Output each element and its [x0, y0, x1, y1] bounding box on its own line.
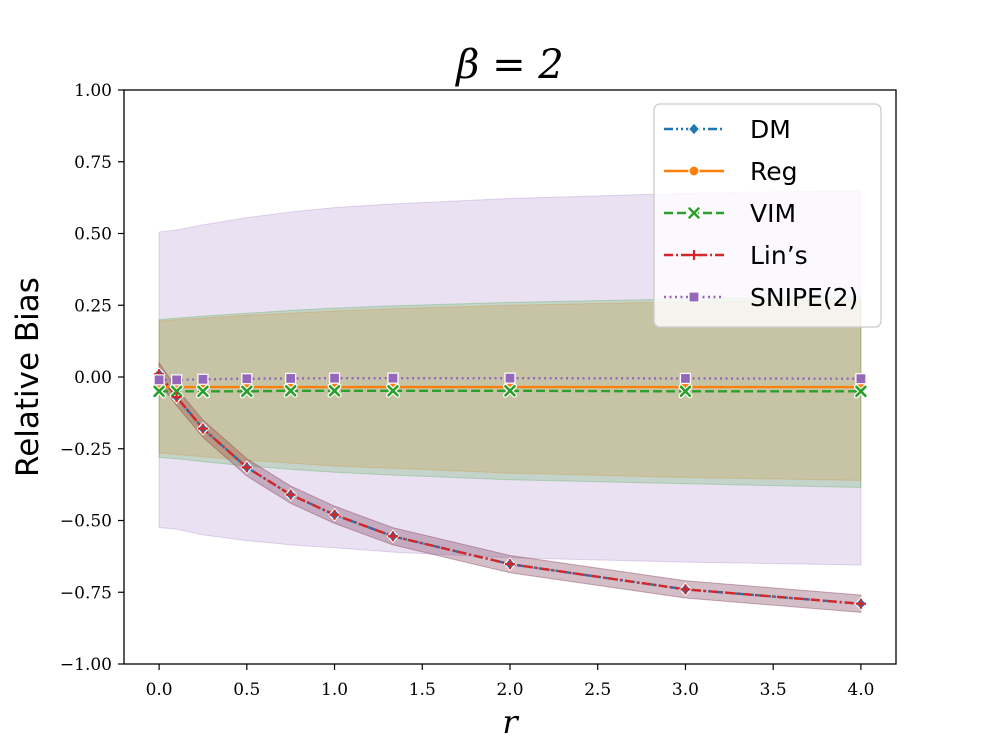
- legend-marker: [688, 165, 700, 177]
- legend: DM Reg VIM Lin’s SNIPE(2): [653, 103, 882, 328]
- y-axis-label: Relative Bias: [10, 277, 46, 477]
- y-tick-label: −0.50: [60, 512, 112, 532]
- y-tick-label: 0.50: [74, 225, 112, 245]
- point-lin-s: [855, 598, 866, 609]
- x-axis-ticks: 0.0 0.5 1.0 1.5 2.0 2.5 3.0 3.5 4.0: [146, 664, 874, 700]
- y-tick-label: 0.00: [74, 368, 112, 388]
- legend-item-dm: DM: [664, 115, 791, 144]
- y-tick-label: 0.75: [74, 153, 112, 173]
- point-lin-s: [387, 531, 398, 542]
- legend-marker: [689, 250, 699, 260]
- x-tick-label: 1.5: [409, 680, 436, 700]
- point-lin-s: [505, 559, 515, 570]
- point-snipe-2: [171, 374, 183, 386]
- legend-item-lin-s: Lin’s: [664, 241, 808, 270]
- y-tick-label: −0.75: [60, 583, 112, 603]
- legend-item-vim: VIM: [664, 199, 796, 228]
- x-tick-label: 3.5: [760, 680, 787, 700]
- x-tick-label: 2.0: [496, 680, 523, 700]
- point-vim: [152, 384, 167, 399]
- y-tick-label: 1.00: [74, 81, 112, 101]
- point-snipe-2: [241, 373, 253, 385]
- series-lines: [158, 373, 862, 605]
- x-tick-label: 2.5: [584, 680, 611, 700]
- x-tick-label: 0.0: [146, 680, 173, 700]
- point-snipe-2: [153, 374, 165, 386]
- point-vim: [283, 383, 298, 398]
- legend-marker: [687, 122, 701, 136]
- legend-label: DM: [750, 115, 791, 144]
- point-vim: [853, 384, 868, 399]
- chart-title: β = 2: [454, 42, 564, 88]
- point-vim: [503, 383, 517, 398]
- point-vim: [327, 383, 342, 398]
- point-lin-s: [285, 489, 296, 500]
- point-snipe-2: [504, 372, 516, 384]
- point-lin-s: [171, 392, 182, 403]
- point-vim: [239, 384, 254, 399]
- legend-box: [653, 103, 882, 328]
- point-snipe-2: [855, 373, 867, 385]
- legend-label: Reg: [750, 157, 798, 186]
- y-axis-ticks: 1.00 0.75 0.50 0.25 0.00 −0.25 −0.50 −0.75 −1.00: [60, 81, 124, 675]
- point-vim: [169, 384, 184, 399]
- x-tick-label: 1.0: [321, 680, 348, 700]
- series-markers: [152, 367, 868, 611]
- legend-label: Lin’s: [750, 241, 808, 270]
- point-lin-s: [241, 462, 252, 473]
- legend-item-snipe-2: SNIPE(2): [664, 283, 858, 312]
- line-vim: [159, 389, 861, 393]
- legend-label: VIM: [750, 199, 796, 228]
- legend-label: SNIPE(2): [750, 283, 858, 312]
- legend-marker: [688, 291, 700, 303]
- point-vim: [195, 384, 210, 399]
- line-lin-s: [158, 373, 862, 605]
- legend-item-reg: Reg: [664, 157, 798, 186]
- point-snipe-2: [285, 372, 297, 385]
- point-snipe-2: [328, 372, 341, 384]
- point-snipe-2: [679, 372, 692, 385]
- point-lin-s: [680, 584, 691, 595]
- x-axis-label: r: [502, 703, 519, 741]
- y-tick-label: −1.00: [60, 655, 112, 675]
- y-tick-label: 0.25: [74, 296, 112, 316]
- point-lin-s: [329, 509, 340, 520]
- point-vim: [678, 384, 693, 399]
- point-vim: [385, 383, 400, 398]
- point-lin-s: [197, 423, 208, 434]
- point-snipe-2: [387, 372, 399, 384]
- point-snipe-2: [197, 373, 209, 385]
- x-tick-label: 3.0: [672, 680, 699, 700]
- x-tick-label: 0.5: [233, 680, 260, 700]
- legend-marker: [687, 206, 701, 220]
- x-tick-label: 4.0: [847, 680, 874, 700]
- y-tick-label: −0.25: [60, 440, 112, 460]
